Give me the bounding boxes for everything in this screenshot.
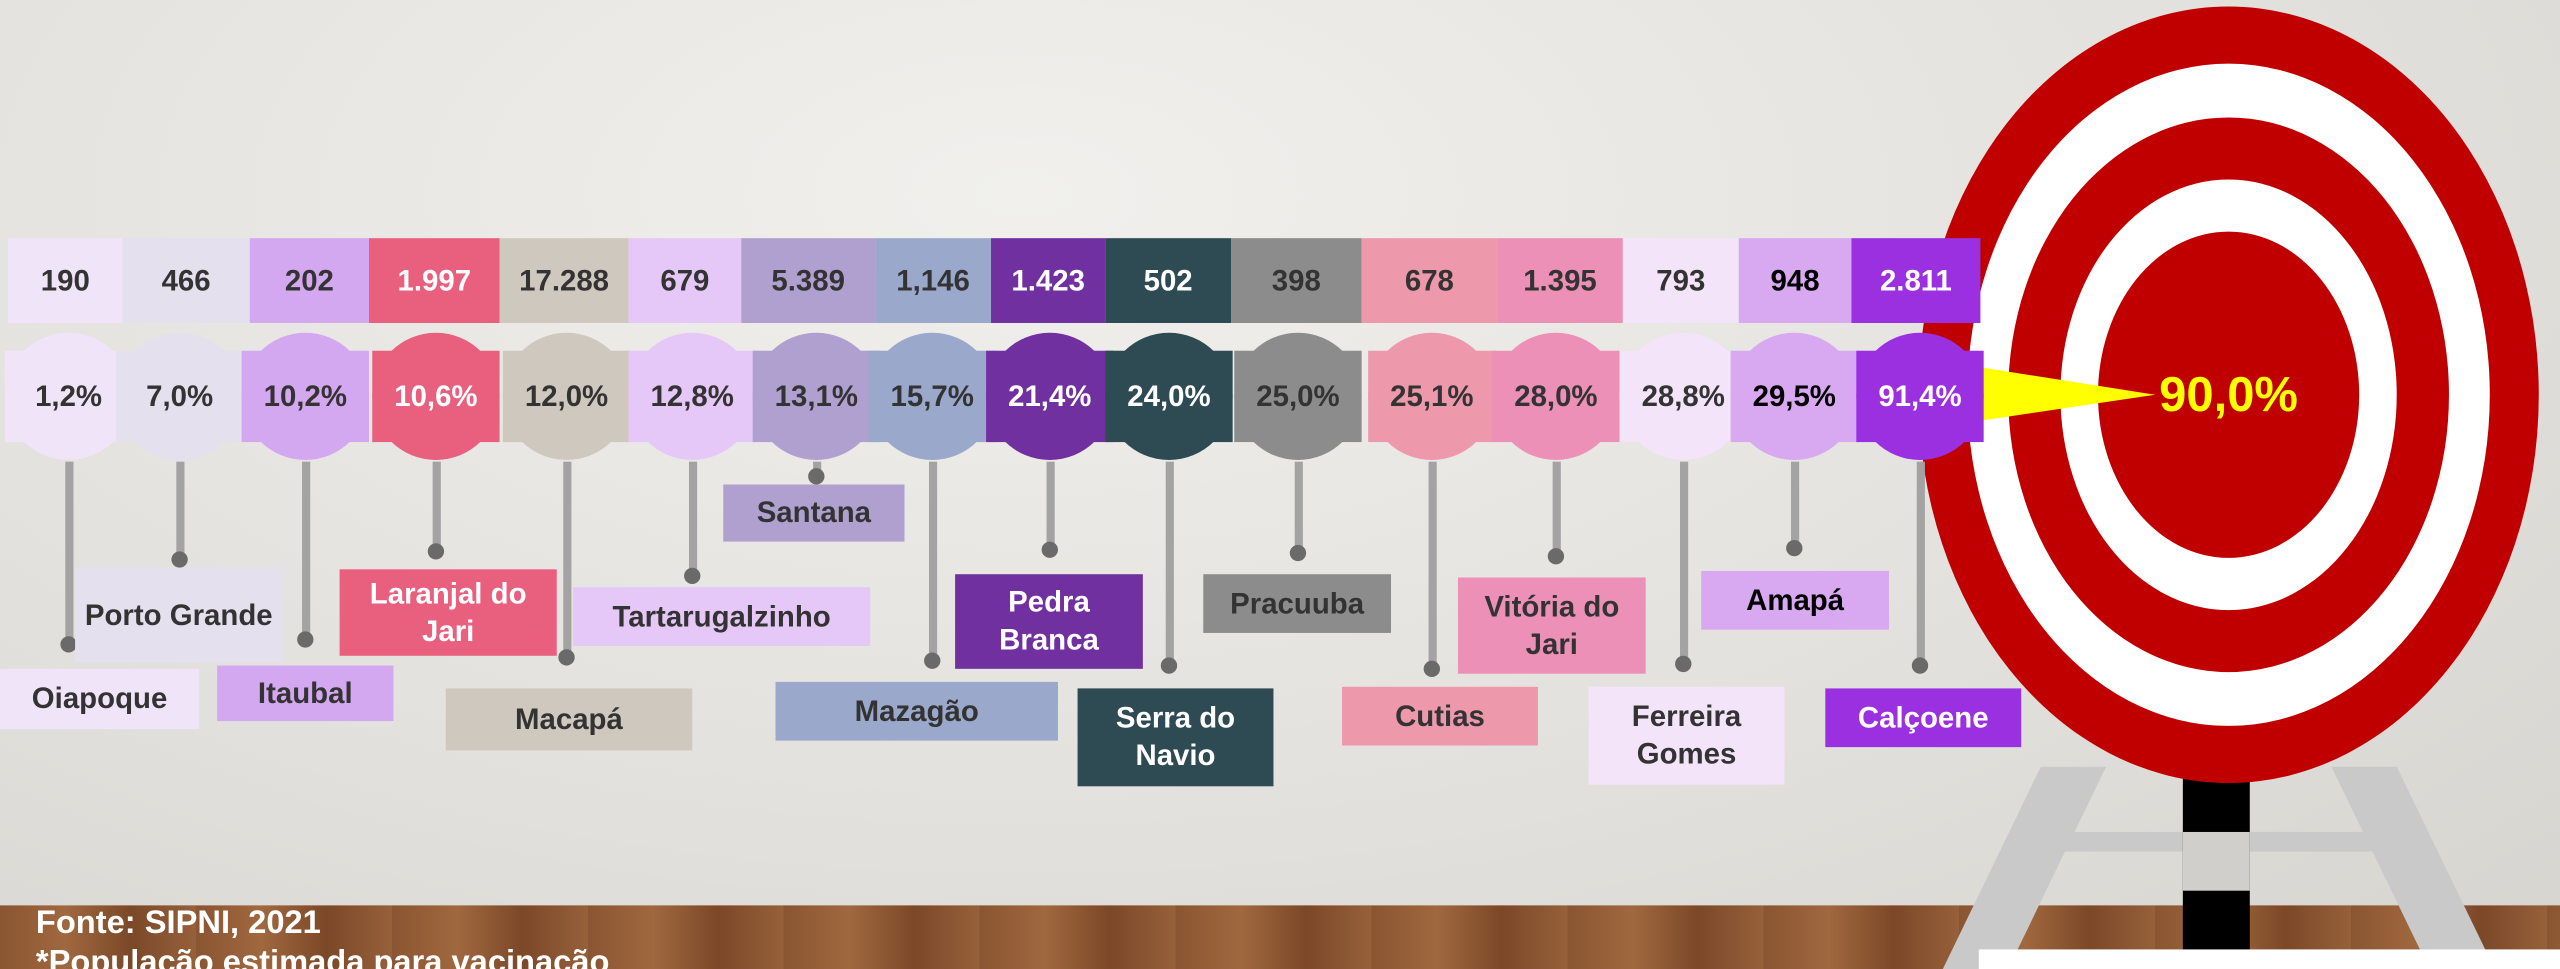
percent-box: 1,2% [5,351,132,442]
source: Fonte: SIPNI, 2021 [36,905,321,943]
count-box: 5.389 [741,238,875,323]
name-label: Laranjal do Jari [340,569,557,655]
name-label: Amapá [1701,571,1889,630]
stem [1552,462,1560,557]
target: 90,0% [1878,0,2560,969]
stem [1916,462,1924,666]
name-label: Oiapoque [0,669,199,729]
name-label: Macapá [446,688,693,750]
slide: 90,0% Fonte: SIPNI, 2021 *População esti… [0,0,2560,969]
name-label: Tartarugalzinho [573,587,870,646]
target-value: 90,0% [2159,368,2298,422]
stem-end [808,468,824,484]
name-label: Cutias [1342,687,1538,746]
name-label: Itaubal [217,666,393,721]
stem-end [1424,661,1440,677]
count-box: 1,146 [875,238,991,323]
stem [432,462,440,552]
logo-box [1979,949,2560,969]
stem [1294,462,1302,553]
stem [176,462,184,560]
percent-box: 13,1% [753,351,880,442]
percent-box: 25,0% [1234,351,1361,442]
percent-box: 25,1% [1368,351,1495,442]
stem-end [1161,657,1177,673]
count-box: 502 [1105,238,1231,323]
count-box: 948 [1739,238,1852,323]
percent-box: 12,0% [503,351,630,442]
count-box: 17.288 [500,238,629,323]
percent-box: 21,4% [986,351,1113,442]
percent-box: 28,0% [1492,351,1619,442]
stem-end [1042,542,1058,558]
stem-end [1675,656,1691,672]
stem-end [684,568,700,584]
name-label: Calçoene [1825,688,2021,747]
stand-leg [2331,767,2494,969]
stem [928,462,936,661]
stem [301,462,309,640]
name-label: Porto Grande [75,568,282,663]
stem-end [1548,548,1564,564]
stem [1165,462,1173,666]
count-box: 2.811 [1851,238,1980,323]
stem [562,462,570,658]
stem-end [1290,545,1306,561]
percent-box: 7,0% [116,351,243,442]
page: 90,0% Fonte: SIPNI, 2021 *População esti… [0,0,2560,969]
stem [64,462,72,645]
stem [688,462,696,576]
count-box: 202 [250,238,369,323]
name-label: Ferreira Gomes [1589,687,1785,785]
count-box: 398 [1231,238,1362,323]
name-label: Vitória do Jari [1458,577,1646,673]
stem [1428,462,1436,669]
percent-box: 10,6% [372,351,499,442]
name-label: Pedra Branca [955,574,1143,669]
percent-box: 91,4% [1856,351,1983,442]
count-box: 678 [1362,238,1498,323]
count-box: 1.997 [369,238,500,323]
stem [1046,462,1054,550]
stem-end [1786,540,1802,556]
stem-end [171,551,187,567]
count-box: 1.395 [1497,238,1623,323]
stem-end [297,631,313,647]
percent-box: 29,5% [1731,351,1858,442]
percent-box: 28,8% [1620,351,1747,442]
percent-box: 24,0% [1105,351,1232,442]
stem [1679,462,1687,664]
percent-box: 10,2% [242,351,369,442]
stem [1790,462,1798,548]
name-label: Mazagão [776,682,1058,741]
stand-leg [1943,767,2106,969]
count-box: 679 [629,238,742,323]
percent-box: 15,7% [869,351,996,442]
stem-end [1912,657,1928,673]
percent-box: 12,8% [629,351,756,442]
stem-end [428,543,444,559]
name-label: Santana [723,484,904,541]
count-box: 793 [1623,238,1739,323]
post-gap [2183,832,2250,891]
stem-end [558,649,574,665]
name-label: Serra do Navio [1078,688,1274,786]
count-box: 190 [8,238,122,323]
name-label: Pracuuba [1203,574,1391,633]
count-box: 1.423 [991,238,1105,323]
stem-end [924,653,940,669]
note: *População estimada para vacinação [36,945,610,969]
count-box: 466 [122,238,249,323]
